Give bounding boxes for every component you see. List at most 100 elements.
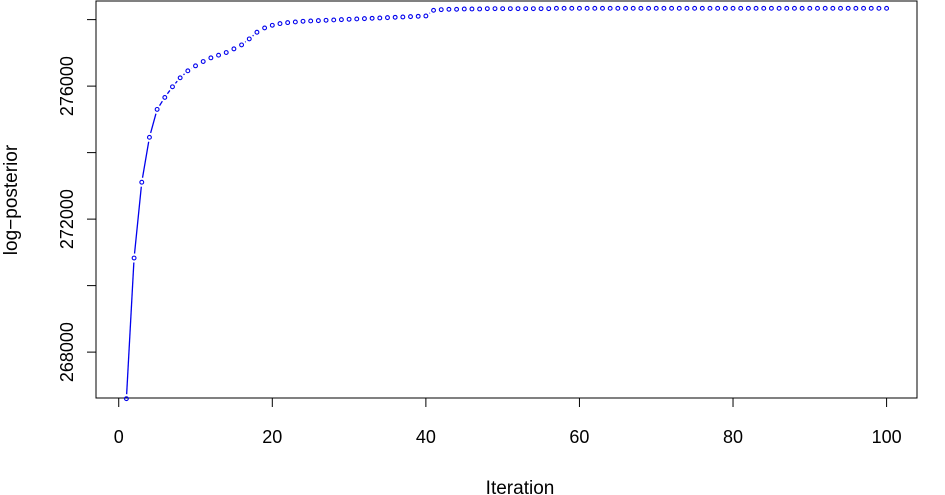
data-point [538,6,544,12]
data-point [146,134,152,140]
data-point [653,5,659,11]
data-point [431,7,437,13]
data-point [177,75,183,81]
data-point [523,6,529,12]
data-point [630,5,636,11]
data-point [730,5,736,11]
data-point [884,5,890,11]
data-point [231,46,237,52]
series-line [126,12,431,395]
data-point [377,15,383,21]
y-axis-label: log−posterior [1,144,22,255]
data-point [715,5,721,11]
data-point [331,17,337,23]
data-point [246,36,252,42]
data-point [815,5,820,11]
x-tick-label: 0 [114,427,124,447]
data-point [868,5,874,11]
data-point [361,16,367,22]
data-point [500,6,506,12]
data-point [676,5,682,11]
data-point [285,20,291,26]
data-point [154,106,160,112]
data-point [292,19,298,25]
data-point [830,5,836,11]
data-point [530,6,536,12]
data-point [477,6,483,12]
y-tick-label: 276000 [57,56,77,116]
data-point [722,5,728,11]
data-point [392,14,398,20]
data-point [254,29,260,35]
data-point [615,5,621,11]
data-point [807,5,813,11]
data-point [546,6,552,12]
data-point [669,5,675,11]
series-segment [126,262,135,395]
data-point [338,17,344,23]
series-segment [150,113,157,134]
data-point [269,22,275,28]
data-point [262,25,268,31]
data-point [607,5,613,11]
data-point [300,18,306,24]
data-point [561,5,567,11]
data-point [308,18,314,24]
data-point [239,42,245,48]
data-point [277,21,283,27]
data-point [699,5,705,11]
data-point [323,17,329,23]
series-segment [174,80,178,84]
data-point [861,5,867,11]
data-point [768,5,774,11]
series-segment [183,73,185,76]
data-point [776,5,782,11]
data-point [423,13,429,19]
data-point [354,16,360,22]
data-point [415,13,421,19]
x-axis: 0 20 40 60 80 100 [114,398,902,447]
data-point [400,14,406,20]
data-point [492,6,498,12]
data-point [845,5,851,11]
data-point [553,5,559,11]
data-point [170,84,175,90]
series-segment [252,34,254,37]
data-point [507,6,513,12]
data-point [446,6,452,12]
data-point [738,5,744,11]
data-point [315,18,321,24]
series-segment [133,186,142,254]
data-point [131,255,137,261]
data-point [185,68,191,74]
data-point [753,5,759,11]
data-point [646,5,652,11]
data-point [223,50,229,55]
series-segment [159,100,163,106]
data-point [369,15,375,21]
data-point [623,5,628,11]
series-segment [141,141,150,178]
data-point [385,15,390,21]
data-point [123,396,129,402]
data-point [584,5,590,11]
data-point [454,6,460,12]
x-tick-label: 40 [416,427,436,447]
data-point [799,5,805,11]
x-tick-label: 80 [723,427,743,447]
x-axis-label: Iteration [486,478,555,495]
data-point [761,5,767,11]
data-point [139,179,145,185]
data-point [408,14,413,20]
data-point [853,5,859,11]
data-point [200,59,206,64]
series-points [123,5,890,402]
data-point [791,5,797,11]
y-tick-label: 272000 [57,189,77,249]
data-point [592,5,598,11]
data-point [707,5,713,11]
y-axis: 268000 272000 276000 [57,19,96,382]
data-point [638,5,644,11]
y-tick-label: 268000 [57,322,77,382]
